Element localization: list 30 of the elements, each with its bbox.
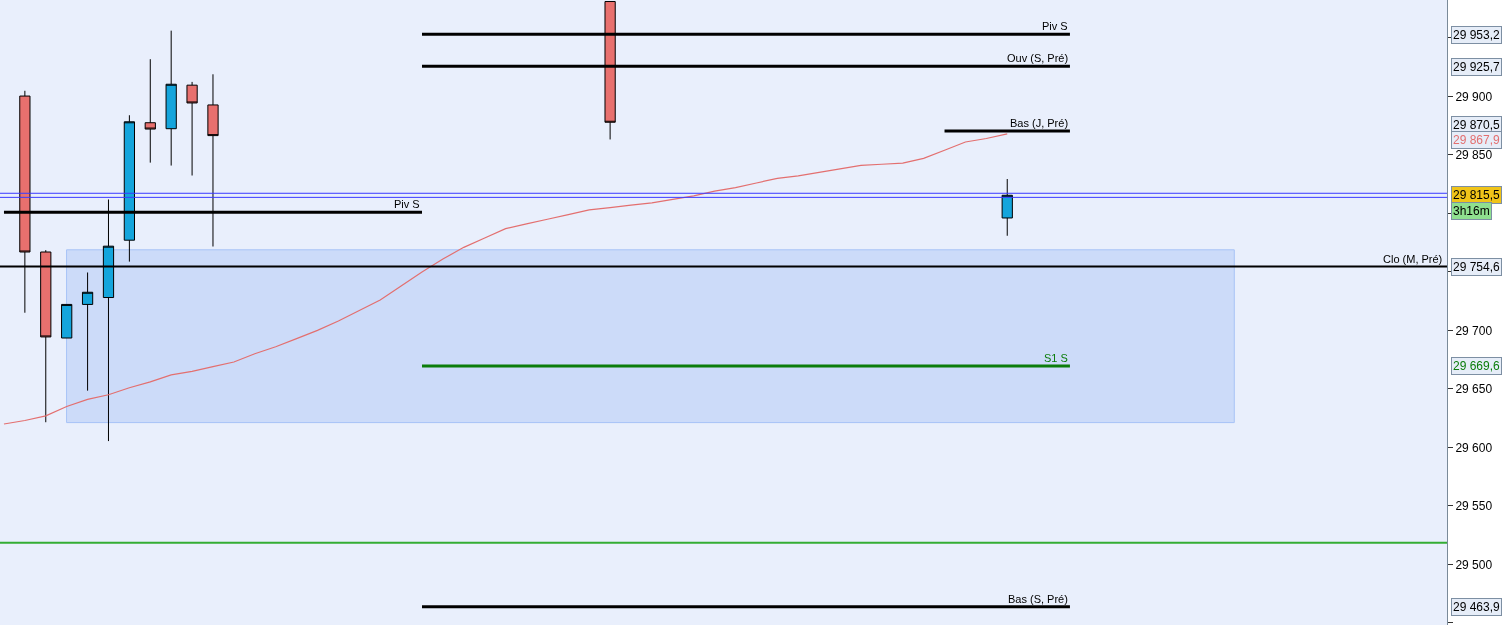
text: 29 463,9	[1453, 600, 1501, 614]
series-label: S1 S	[1044, 352, 1068, 364]
text: 29 815,5	[1453, 188, 1501, 202]
candlestick	[1001, 178, 1013, 237]
line-series	[3, 133, 1008, 425]
series-label: Ouv (S, Pré)	[1007, 52, 1069, 64]
series-label: Bas (J, Pré)	[1010, 117, 1069, 129]
series-label: Piv S	[394, 198, 420, 210]
y-tick-label: 29 850	[1455, 148, 1493, 163]
text: 29 925,7	[1453, 60, 1501, 74]
text: 3h16m	[1453, 204, 1490, 218]
text: 29 867,9	[1453, 133, 1501, 147]
text: 29 754,6	[1453, 260, 1501, 274]
text: 29 669,6	[1453, 359, 1501, 373]
y-tick-label: 29 550	[1455, 499, 1493, 514]
candlestick	[81, 271, 94, 392]
series-label: Piv S	[1042, 20, 1068, 32]
y-tick-label: 29 500	[1455, 557, 1493, 572]
candlestick	[144, 58, 156, 164]
candlestick	[186, 81, 198, 176]
y-tick-label: 29 900	[1455, 89, 1493, 104]
text: 29 953,2	[1453, 28, 1501, 42]
candlestick	[61, 303, 73, 339]
ref-line-label: Clo (M, Pré)	[1383, 253, 1443, 265]
y-tick-label: 29 700	[1455, 323, 1493, 338]
candlestick	[165, 30, 177, 167]
y-tick-label: 29 600	[1455, 440, 1493, 455]
y-tick-label: 29 650	[1455, 382, 1493, 397]
text: 29 870,5	[1453, 118, 1501, 132]
series-label: Bas (S, Pré)	[1008, 593, 1068, 605]
